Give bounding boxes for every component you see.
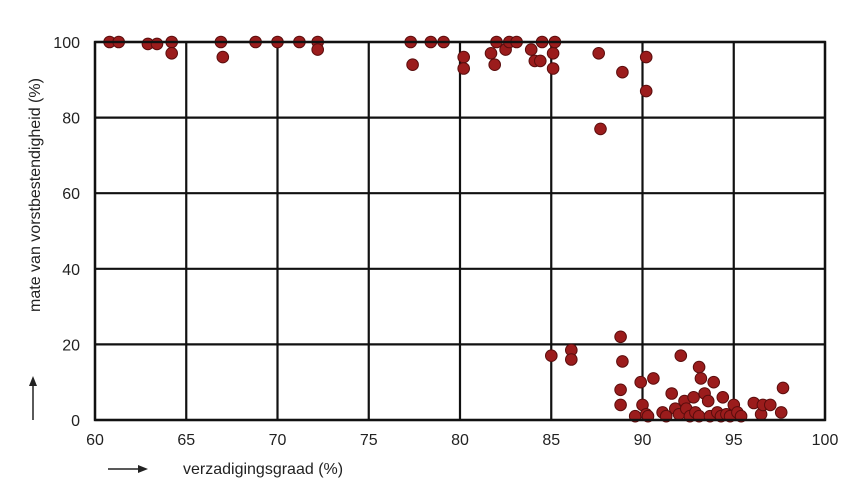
y-tick-label: 100	[53, 35, 80, 52]
x-tick-label: 65	[177, 432, 195, 449]
data-point	[674, 349, 688, 363]
x-tick-labels: 60 65 70 75 80 85 90 95 100	[86, 432, 838, 449]
data-point	[707, 375, 721, 389]
data-point	[694, 372, 708, 385]
data-point	[634, 375, 648, 389]
data-point	[488, 58, 502, 71]
data-point	[639, 50, 653, 64]
data-point	[616, 355, 629, 368]
data-point	[311, 43, 325, 56]
y-axis-arrow-icon	[29, 376, 37, 420]
data-point	[216, 50, 230, 64]
data-point	[594, 122, 607, 136]
y-tick-label: 0	[71, 413, 80, 430]
data-point	[457, 62, 471, 75]
data-point	[614, 383, 627, 397]
y-tick-label: 40	[62, 262, 80, 279]
data-point	[764, 398, 777, 412]
x-tick-label: 60	[86, 432, 104, 449]
data-point	[647, 372, 660, 385]
x-tick-label: 70	[269, 432, 287, 449]
x-tick-label: 95	[725, 432, 743, 449]
y-axis-title: mate van vorstbestendigheid (%)	[27, 78, 44, 312]
plot-border	[93, 40, 827, 422]
data-point	[546, 62, 560, 75]
data-point	[614, 398, 627, 412]
grid	[93, 40, 827, 422]
y-tick-label: 60	[62, 186, 80, 203]
data-point	[165, 47, 178, 60]
data-point	[524, 43, 538, 56]
y-tick-label: 80	[62, 111, 80, 128]
data-point	[614, 330, 627, 344]
data-point	[701, 394, 715, 408]
x-tick-label: 80	[451, 432, 469, 449]
data-points	[103, 35, 790, 423]
x-tick-label: 100	[812, 432, 839, 449]
data-point	[592, 47, 606, 60]
data-point	[616, 65, 629, 79]
x-tick-label: 85	[542, 432, 560, 449]
data-point	[150, 37, 164, 51]
data-point	[687, 391, 700, 404]
data-point	[565, 353, 578, 366]
data-point	[406, 58, 419, 71]
data-point	[716, 391, 730, 404]
data-point	[776, 381, 790, 395]
data-point	[665, 387, 679, 400]
x-tick-label: 75	[360, 432, 378, 449]
data-point	[457, 50, 471, 64]
y-tick-label: 20	[62, 337, 80, 354]
x-axis-title: verzadigingsgraad (%)	[183, 461, 343, 478]
data-point	[484, 47, 498, 60]
y-tick-labels: 0 20 40 60 80 100	[53, 35, 80, 430]
data-point	[545, 349, 558, 363]
data-point	[534, 54, 547, 68]
data-point	[692, 360, 706, 374]
plot-frame	[93, 40, 827, 422]
data-point	[639, 84, 653, 98]
x-axis-arrow-icon	[108, 465, 148, 473]
x-tick-label: 90	[634, 432, 652, 449]
data-point	[774, 406, 788, 419]
data-point	[546, 47, 560, 60]
